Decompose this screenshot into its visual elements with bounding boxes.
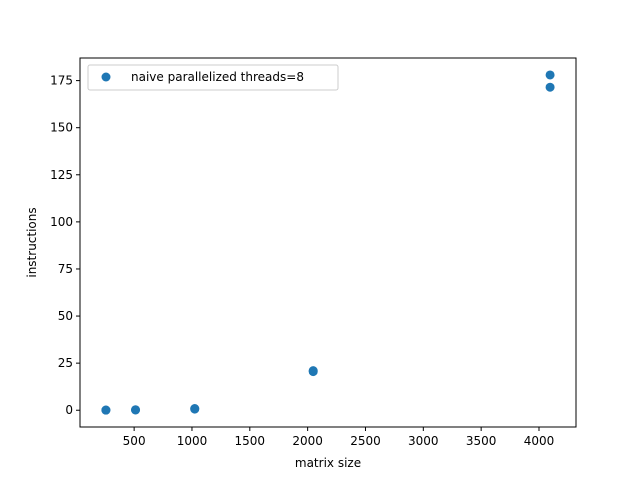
legend: naive parallelized threads=8 bbox=[87, 64, 339, 91]
x-tick-label: 1500 bbox=[235, 434, 266, 448]
x-tick-label: 500 bbox=[123, 434, 146, 448]
plot-frame bbox=[79, 57, 577, 428]
legend-marker bbox=[101, 72, 111, 82]
x-tick-label: 4000 bbox=[524, 434, 555, 448]
legend-box bbox=[87, 64, 339, 91]
x-tick-label: 2000 bbox=[292, 434, 323, 448]
y-tick-label: 25 bbox=[58, 356, 73, 370]
y-axis-label: instructions bbox=[25, 207, 39, 277]
x-tick-label: 2500 bbox=[350, 434, 381, 448]
y-tick-label: 125 bbox=[50, 168, 73, 182]
x-axis-ticks: 500 1000 1500 2000 2500 3000 3500 4000 bbox=[123, 427, 555, 448]
data-point bbox=[545, 82, 555, 92]
data-point bbox=[131, 405, 141, 415]
data-point bbox=[101, 405, 111, 415]
data-points bbox=[101, 70, 555, 415]
data-point bbox=[545, 70, 555, 80]
x-tick-label: 1000 bbox=[177, 434, 208, 448]
legend-entry-label: naive parallelized threads=8 bbox=[131, 70, 304, 84]
y-tick-label: 175 bbox=[50, 74, 73, 88]
y-tick-label: 100 bbox=[50, 215, 73, 229]
x-axis-label: matrix size bbox=[295, 456, 361, 470]
data-point bbox=[308, 366, 318, 376]
y-axis-ticks: 0 25 50 75 100 125 150 175 bbox=[50, 74, 80, 417]
x-tick-label: 3500 bbox=[466, 434, 497, 448]
y-tick-label: 75 bbox=[58, 262, 73, 276]
y-tick-label: 150 bbox=[50, 121, 73, 135]
y-tick-label: 0 bbox=[65, 403, 73, 417]
y-tick-label: 50 bbox=[58, 309, 73, 323]
data-point bbox=[190, 404, 200, 414]
x-tick-label: 3000 bbox=[408, 434, 439, 448]
